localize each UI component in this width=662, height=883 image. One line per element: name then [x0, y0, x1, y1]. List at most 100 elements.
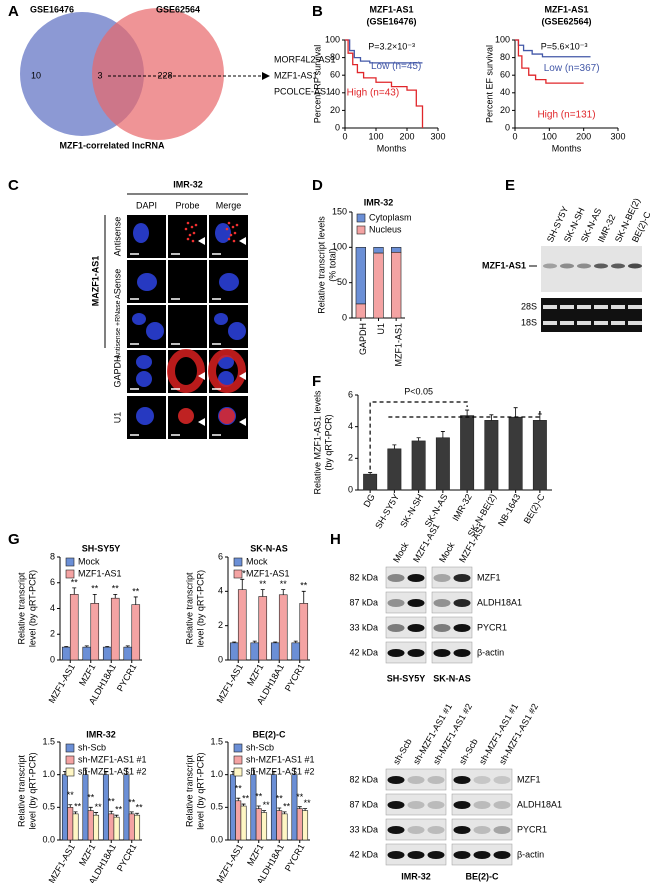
band-label: MZF1-AS1 — [482, 260, 526, 270]
probe-signal — [191, 239, 195, 243]
significance-label: ** — [242, 793, 250, 803]
y-tick-label: 8 — [50, 551, 55, 561]
x-tick-label: SK-N-SH — [398, 492, 425, 529]
band — [453, 801, 471, 809]
bar — [108, 813, 115, 841]
probe-signal — [192, 231, 196, 235]
error-bar — [72, 587, 77, 595]
band — [473, 851, 491, 859]
panel-label: H — [330, 531, 341, 548]
blot — [451, 768, 513, 791]
x-tick-label: 300 — [430, 131, 445, 141]
bar — [373, 252, 384, 319]
rrna-band — [560, 321, 574, 325]
significance-label: ** — [67, 790, 75, 800]
x-tick-label: 0 — [342, 131, 347, 141]
band — [387, 776, 405, 784]
size-label: 33 kDa — [349, 622, 378, 632]
error-bar — [293, 640, 298, 643]
bar — [123, 774, 130, 841]
band — [433, 574, 451, 582]
protein-label: MZF1 — [517, 774, 541, 784]
error-bar — [240, 578, 245, 590]
arrowhead — [198, 372, 205, 380]
venn-count: 228 — [157, 70, 172, 80]
header: IMR-32 — [173, 179, 203, 189]
rrna-band — [543, 321, 557, 325]
bar — [278, 594, 288, 661]
bar — [258, 596, 268, 661]
band — [387, 826, 405, 834]
band — [611, 263, 625, 269]
bar — [93, 814, 100, 841]
probe-signal — [227, 237, 231, 241]
rrna-band — [594, 321, 608, 325]
nucleus — [136, 407, 154, 425]
legend-label: sh-Scb — [78, 742, 106, 752]
arrow-head — [262, 72, 270, 80]
y-tick-label: 0 — [505, 122, 510, 132]
band — [407, 574, 425, 582]
size-label: 82 kDa — [349, 774, 378, 784]
protein-label: MZF1 — [477, 572, 501, 582]
x-tick-label: MZF1-AS1 — [394, 323, 404, 367]
y-axis-label: Relative transcript — [16, 754, 26, 827]
error-bar — [125, 645, 130, 648]
y-tick-label: 0.0 — [42, 834, 55, 844]
arrowhead — [198, 237, 205, 245]
chart-title: SH-SY5Y — [82, 543, 121, 553]
survival-curve — [515, 39, 584, 84]
bar — [355, 247, 366, 305]
band — [427, 801, 445, 809]
error-bar — [241, 803, 246, 807]
band — [453, 826, 471, 834]
band — [473, 826, 491, 834]
y-tick-label: 0 — [348, 484, 353, 494]
nucleus — [137, 273, 157, 291]
error-bar — [133, 596, 138, 605]
band — [427, 851, 445, 859]
rrna-band — [611, 305, 625, 309]
arrowhead — [239, 372, 246, 380]
y-tick-label: 4 — [50, 603, 55, 613]
probe-signal — [178, 408, 194, 424]
significance-label: ** — [255, 791, 263, 801]
bar — [373, 247, 384, 254]
error-bar — [256, 805, 261, 809]
legend-swatch — [65, 755, 75, 765]
annotation: P<0.05 — [404, 386, 433, 396]
rrna-band — [628, 305, 642, 309]
x-tick-label: 0 — [512, 131, 517, 141]
rrna-band — [577, 321, 591, 325]
band — [453, 624, 471, 632]
band — [473, 776, 491, 784]
x-tick-label: MZF1-AS1 — [47, 842, 77, 883]
blot — [431, 641, 473, 664]
blot — [385, 591, 427, 614]
significance-label: ** — [128, 797, 136, 807]
series-label: High (n=131) — [537, 109, 595, 120]
probe-signal — [232, 239, 236, 243]
bar — [123, 646, 133, 661]
error-bar — [292, 767, 297, 775]
significance-label: ** — [115, 805, 123, 815]
nucleus — [219, 273, 239, 291]
chart-subtitle: (GSE16476) — [366, 16, 416, 26]
y-tick-label: 1.0 — [42, 769, 55, 779]
error-bar — [129, 811, 134, 814]
row-label: Antisense +RNase A — [115, 294, 122, 359]
y-tick-label: 0 — [50, 654, 55, 664]
nucleus — [132, 313, 146, 325]
error-bar — [64, 646, 69, 648]
bar — [296, 808, 303, 841]
panel-label: B — [312, 3, 323, 20]
x-tick-label: GAPDH — [358, 323, 368, 355]
chart-subtitle: (GSE62564) — [541, 16, 591, 26]
band — [453, 851, 471, 859]
bar — [72, 813, 79, 841]
x-tick-label: 200 — [399, 131, 414, 141]
series-label: Low (n=367) — [544, 63, 600, 74]
significance-label: ** — [300, 581, 308, 591]
error-bar — [83, 767, 88, 775]
significance-label: ** — [283, 801, 291, 811]
